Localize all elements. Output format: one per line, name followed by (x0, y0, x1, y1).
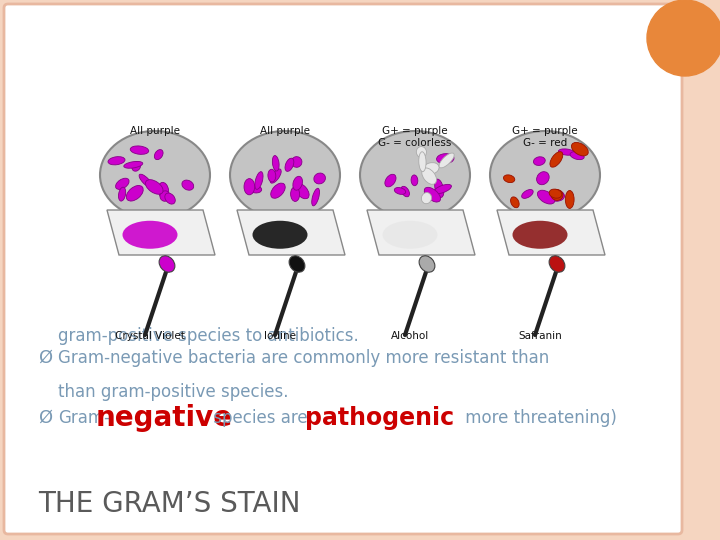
Polygon shape (237, 210, 345, 255)
Ellipse shape (160, 191, 170, 201)
Circle shape (647, 0, 720, 76)
Ellipse shape (551, 190, 563, 200)
Ellipse shape (382, 221, 438, 249)
Ellipse shape (436, 154, 454, 164)
Ellipse shape (119, 187, 126, 201)
Polygon shape (107, 210, 215, 255)
Text: All purple: All purple (130, 126, 180, 136)
Text: Gram-negative bacteria are commonly more resistant than: Gram-negative bacteria are commonly more… (58, 349, 549, 367)
Ellipse shape (490, 131, 600, 219)
Text: G+ = purple
G- = red: G+ = purple G- = red (512, 126, 578, 148)
Ellipse shape (130, 146, 149, 154)
Ellipse shape (154, 150, 163, 160)
Text: gram-positive species to antibiotics.: gram-positive species to antibiotics. (58, 327, 359, 345)
Ellipse shape (312, 188, 320, 206)
Ellipse shape (268, 169, 276, 182)
Ellipse shape (255, 172, 263, 190)
Ellipse shape (145, 180, 163, 194)
Text: Safranin: Safranin (518, 331, 562, 341)
Ellipse shape (421, 193, 431, 204)
Ellipse shape (132, 161, 140, 171)
Text: All purple: All purple (260, 126, 310, 136)
Text: Crystal Violet: Crystal Violet (115, 331, 185, 341)
Text: negative: negative (96, 404, 233, 432)
Ellipse shape (534, 157, 545, 165)
Text: Iodine: Iodine (264, 331, 296, 341)
Ellipse shape (537, 190, 555, 204)
Text: more threatening): more threatening) (460, 409, 617, 427)
Ellipse shape (244, 179, 255, 195)
Ellipse shape (285, 158, 294, 171)
Ellipse shape (536, 172, 549, 185)
Ellipse shape (271, 183, 285, 198)
Polygon shape (367, 210, 475, 255)
Ellipse shape (522, 190, 534, 198)
Ellipse shape (122, 221, 178, 249)
Ellipse shape (165, 193, 175, 204)
Ellipse shape (249, 185, 261, 193)
Ellipse shape (100, 131, 210, 219)
Ellipse shape (419, 256, 435, 272)
Ellipse shape (433, 184, 451, 194)
Ellipse shape (139, 174, 153, 187)
Ellipse shape (159, 256, 175, 272)
Ellipse shape (416, 146, 426, 158)
Ellipse shape (294, 183, 309, 199)
Ellipse shape (572, 143, 588, 156)
Ellipse shape (439, 153, 454, 168)
Polygon shape (497, 210, 605, 255)
Ellipse shape (395, 187, 405, 194)
Ellipse shape (292, 157, 302, 167)
Ellipse shape (435, 179, 444, 198)
Ellipse shape (503, 175, 515, 183)
Ellipse shape (314, 173, 325, 184)
Ellipse shape (559, 149, 575, 155)
Ellipse shape (570, 152, 584, 160)
Ellipse shape (182, 180, 194, 190)
Ellipse shape (289, 256, 305, 272)
Ellipse shape (424, 187, 441, 202)
Text: species are: species are (208, 409, 313, 427)
FancyBboxPatch shape (4, 4, 682, 534)
Ellipse shape (549, 256, 565, 272)
Ellipse shape (411, 175, 418, 186)
Text: THE GRAM’S STAIN: THE GRAM’S STAIN (38, 490, 300, 518)
Ellipse shape (270, 169, 282, 183)
Ellipse shape (108, 157, 125, 165)
Ellipse shape (291, 187, 300, 201)
Ellipse shape (422, 168, 436, 184)
Ellipse shape (401, 186, 410, 197)
Ellipse shape (272, 156, 279, 171)
Text: Ø: Ø (38, 409, 52, 427)
Ellipse shape (565, 191, 574, 208)
Text: Ø: Ø (38, 349, 52, 367)
Ellipse shape (423, 163, 439, 174)
Ellipse shape (513, 221, 567, 249)
Ellipse shape (550, 152, 563, 167)
Text: Alcohol: Alcohol (391, 331, 429, 341)
Ellipse shape (549, 191, 564, 201)
Ellipse shape (116, 178, 129, 190)
Ellipse shape (419, 152, 426, 172)
Text: G+ = purple
G- = colorless: G+ = purple G- = colorless (378, 126, 451, 148)
Ellipse shape (293, 176, 302, 190)
Ellipse shape (549, 189, 562, 198)
Ellipse shape (158, 183, 168, 199)
Text: pathogenic: pathogenic (305, 406, 454, 430)
Text: than gram-positive species.: than gram-positive species. (58, 383, 289, 401)
Ellipse shape (124, 161, 143, 168)
Ellipse shape (385, 174, 396, 187)
Ellipse shape (510, 197, 519, 208)
Ellipse shape (360, 131, 470, 219)
Ellipse shape (126, 185, 143, 201)
Ellipse shape (230, 131, 340, 219)
Ellipse shape (253, 221, 307, 249)
Text: Gram-: Gram- (58, 409, 110, 427)
